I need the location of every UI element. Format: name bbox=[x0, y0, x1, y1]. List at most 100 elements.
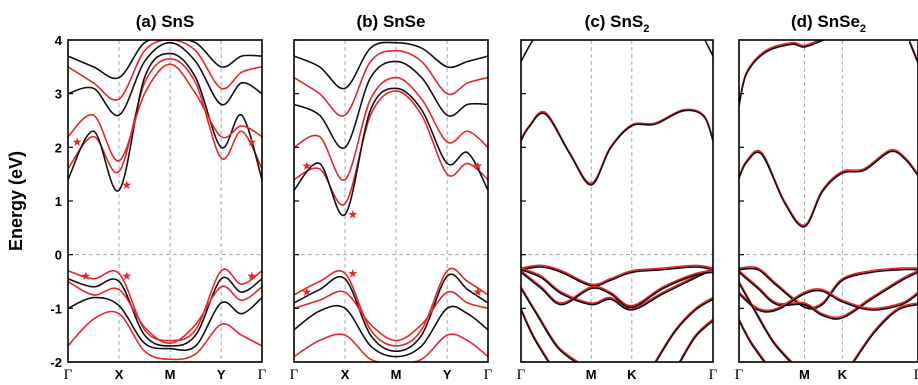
band-line-black bbox=[68, 40, 262, 80]
y-axis-title: Energy (eV) bbox=[6, 151, 26, 251]
band-line-black bbox=[704, 40, 713, 57]
panel-3: (c) SnS2 Γ M K Γ bbox=[517, 12, 718, 383]
star-marker: ★ bbox=[246, 269, 257, 283]
band-line-red bbox=[294, 290, 488, 342]
kpoint-label: M bbox=[165, 367, 176, 382]
band-line-black bbox=[739, 282, 792, 362]
band-line-red bbox=[739, 148, 918, 226]
band-line-red bbox=[294, 267, 488, 347]
band-line-red bbox=[739, 288, 918, 312]
band-line-black bbox=[294, 60, 488, 149]
band-lines bbox=[739, 40, 918, 362]
band-line-red bbox=[294, 333, 488, 362]
band-line-black bbox=[679, 320, 713, 362]
band-line-red bbox=[521, 267, 713, 310]
star-marker: ★ bbox=[347, 266, 358, 280]
band-lines bbox=[294, 41, 488, 362]
kpoint-label: Y bbox=[217, 367, 226, 382]
band-line-red bbox=[68, 310, 262, 361]
band-line-black bbox=[294, 273, 488, 353]
kpoint-label: Γ bbox=[914, 367, 918, 383]
panel-title: (d) SnSe2 bbox=[791, 12, 866, 35]
band-line-black bbox=[68, 276, 262, 347]
band-line-black bbox=[521, 288, 577, 362]
kpoint-label: Y bbox=[443, 367, 452, 382]
star-marker: ★ bbox=[80, 269, 91, 283]
band-line-black bbox=[739, 289, 918, 313]
band-line-red bbox=[68, 268, 262, 342]
band-line-black bbox=[521, 309, 550, 362]
star-marker: ★ bbox=[472, 159, 483, 173]
band-line-black bbox=[655, 298, 713, 362]
band-line-black bbox=[68, 52, 262, 192]
star-marker: ★ bbox=[246, 135, 257, 149]
band-line-black bbox=[294, 87, 488, 216]
panel-1: (a) SnS ★ ★ ★ ★ ★ ★ -2 -1 0 1 2 3 4 Γ X M Y Γ bbox=[50, 12, 266, 383]
band-line-red bbox=[851, 302, 918, 362]
panel-title-subscript: 2 bbox=[860, 23, 866, 35]
band-line-red bbox=[739, 270, 918, 319]
y-tick-label: -2 bbox=[50, 355, 62, 370]
kpoint-label: Γ bbox=[258, 367, 267, 383]
y-tick-label: 3 bbox=[55, 87, 62, 102]
kpoint-label: Γ bbox=[735, 367, 744, 383]
panel-title-subscript: 2 bbox=[643, 23, 649, 35]
band-line-black bbox=[739, 150, 918, 228]
y-tick-label: 2 bbox=[55, 140, 62, 155]
band-line-black bbox=[521, 266, 713, 287]
band-line-red bbox=[68, 280, 262, 345]
panel-title: (c) SnS2 bbox=[585, 12, 650, 35]
panel-frame bbox=[520, 39, 714, 363]
band-line-black bbox=[739, 267, 918, 310]
y-tick-label: 4 bbox=[55, 33, 63, 48]
star-marker: ★ bbox=[347, 207, 358, 221]
kpoint-label: Γ bbox=[709, 367, 718, 383]
y-tick-label: -1 bbox=[50, 301, 62, 316]
kpoint-label: Γ bbox=[517, 367, 526, 383]
band-line-black bbox=[521, 109, 713, 186]
band-line-red bbox=[654, 296, 713, 362]
kpoint-label: X bbox=[115, 367, 124, 382]
band-line-red bbox=[294, 49, 488, 117]
band-line-red bbox=[294, 76, 488, 181]
band-line-red bbox=[294, 90, 488, 206]
band-line-black bbox=[852, 303, 918, 362]
band-lines bbox=[68, 40, 262, 361]
band-line-red bbox=[68, 40, 262, 101]
band-line-red bbox=[68, 57, 262, 174]
band-line-black bbox=[739, 40, 826, 107]
band-line-red bbox=[68, 63, 262, 162]
kpoint-label: K bbox=[627, 367, 637, 382]
band-line-black bbox=[294, 304, 488, 358]
kpoint-label: K bbox=[838, 367, 848, 382]
y-tick-label: 1 bbox=[55, 194, 62, 209]
band-line-black bbox=[908, 41, 918, 64]
star-marker: ★ bbox=[472, 285, 483, 299]
panel-title: (a) SnS bbox=[136, 12, 195, 31]
kpoint-label: M bbox=[391, 367, 402, 382]
panel-2: (b) SnSe ★ ★ ★ ★ ★ ★ Γ X M Y Γ bbox=[290, 12, 493, 383]
band-line-red bbox=[739, 40, 822, 105]
band-line-red bbox=[739, 266, 918, 309]
kpoint-label: Γ bbox=[64, 367, 73, 383]
band-line-black bbox=[294, 41, 488, 90]
kpoint-label: X bbox=[341, 367, 350, 382]
band-line-black bbox=[521, 271, 713, 309]
kpoint-label: Γ bbox=[290, 367, 299, 383]
panel-4: (d) SnSe2 Γ M K Γ bbox=[735, 12, 918, 383]
y-tick-label: 0 bbox=[55, 248, 62, 263]
star-marker: ★ bbox=[301, 159, 312, 173]
panel-title: (b) SnSe bbox=[357, 12, 426, 31]
band-line-red bbox=[739, 318, 767, 362]
band-line-red bbox=[521, 269, 713, 307]
band-line-black bbox=[521, 268, 713, 311]
kpoint-label: Γ bbox=[484, 367, 493, 383]
band-lines bbox=[521, 40, 713, 362]
band-line-black bbox=[739, 271, 918, 320]
band-line-black bbox=[521, 40, 535, 62]
band-line-black bbox=[68, 296, 262, 352]
band-line-red bbox=[521, 308, 551, 362]
panel-frame bbox=[67, 39, 263, 363]
star-marker: ★ bbox=[121, 178, 132, 192]
